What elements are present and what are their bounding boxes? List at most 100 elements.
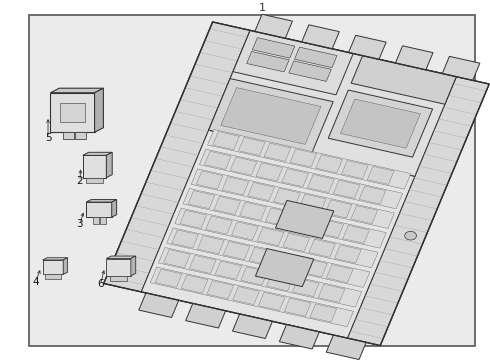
Polygon shape <box>214 196 241 215</box>
Text: 2: 2 <box>76 176 83 186</box>
Polygon shape <box>213 132 239 150</box>
Polygon shape <box>351 206 378 224</box>
Polygon shape <box>43 260 63 274</box>
Polygon shape <box>188 190 215 209</box>
Polygon shape <box>335 245 361 263</box>
Polygon shape <box>158 247 362 307</box>
Polygon shape <box>223 242 250 260</box>
Polygon shape <box>246 51 289 72</box>
Polygon shape <box>257 228 284 246</box>
Polygon shape <box>183 189 386 248</box>
Polygon shape <box>326 265 353 283</box>
Polygon shape <box>299 194 326 212</box>
Polygon shape <box>199 149 403 209</box>
Polygon shape <box>155 269 182 287</box>
Text: 1: 1 <box>259 3 266 13</box>
Polygon shape <box>139 293 179 318</box>
Polygon shape <box>395 46 433 70</box>
Polygon shape <box>94 217 99 224</box>
Polygon shape <box>342 161 368 179</box>
Polygon shape <box>86 177 103 183</box>
Polygon shape <box>63 132 74 139</box>
Polygon shape <box>348 35 386 59</box>
Polygon shape <box>266 208 292 226</box>
Polygon shape <box>273 188 300 206</box>
Polygon shape <box>328 90 433 157</box>
Polygon shape <box>255 14 293 38</box>
Polygon shape <box>233 31 353 95</box>
Polygon shape <box>347 77 489 346</box>
Polygon shape <box>43 258 68 260</box>
Polygon shape <box>100 217 106 224</box>
Polygon shape <box>300 259 327 277</box>
Polygon shape <box>191 169 394 229</box>
Polygon shape <box>131 256 136 276</box>
Polygon shape <box>293 278 319 297</box>
Polygon shape <box>209 31 456 176</box>
Polygon shape <box>222 177 249 195</box>
Polygon shape <box>221 87 321 144</box>
Polygon shape <box>275 201 334 238</box>
Polygon shape <box>343 225 369 243</box>
Polygon shape <box>317 220 343 238</box>
Polygon shape <box>106 256 136 258</box>
Polygon shape <box>248 183 274 201</box>
Polygon shape <box>83 152 112 155</box>
Polygon shape <box>291 214 318 232</box>
Polygon shape <box>341 99 420 148</box>
Polygon shape <box>302 25 339 49</box>
Polygon shape <box>232 314 272 338</box>
Polygon shape <box>50 88 103 93</box>
FancyBboxPatch shape <box>29 15 475 346</box>
Polygon shape <box>231 222 258 240</box>
Polygon shape <box>215 261 242 279</box>
Polygon shape <box>264 143 291 161</box>
Polygon shape <box>106 152 112 177</box>
Polygon shape <box>167 228 370 287</box>
Polygon shape <box>256 163 283 181</box>
Polygon shape <box>83 155 106 177</box>
Polygon shape <box>316 155 343 173</box>
Polygon shape <box>294 47 337 68</box>
Polygon shape <box>359 186 386 204</box>
Polygon shape <box>282 168 309 187</box>
Polygon shape <box>197 236 224 254</box>
Polygon shape <box>104 22 489 346</box>
Polygon shape <box>196 171 223 189</box>
Polygon shape <box>208 130 411 189</box>
Text: 6: 6 <box>97 279 104 289</box>
Polygon shape <box>110 276 127 280</box>
Polygon shape <box>258 292 285 310</box>
Polygon shape <box>249 247 276 265</box>
Polygon shape <box>86 199 117 202</box>
Polygon shape <box>240 202 267 220</box>
Polygon shape <box>442 57 480 80</box>
Polygon shape <box>172 230 198 248</box>
Polygon shape <box>333 180 360 198</box>
Polygon shape <box>104 22 250 292</box>
Polygon shape <box>180 210 207 228</box>
Polygon shape <box>204 151 231 170</box>
Polygon shape <box>63 258 68 274</box>
Polygon shape <box>279 324 319 349</box>
Polygon shape <box>267 273 294 291</box>
Polygon shape <box>175 208 378 268</box>
Polygon shape <box>289 61 331 81</box>
Polygon shape <box>351 56 456 104</box>
Text: 3: 3 <box>76 219 83 229</box>
Polygon shape <box>326 335 366 360</box>
Polygon shape <box>150 267 353 327</box>
Polygon shape <box>241 267 268 285</box>
Polygon shape <box>164 249 190 268</box>
Polygon shape <box>74 132 86 139</box>
Polygon shape <box>186 303 225 328</box>
Polygon shape <box>290 149 317 167</box>
Polygon shape <box>95 88 103 132</box>
Polygon shape <box>45 274 61 279</box>
Circle shape <box>405 231 416 240</box>
Polygon shape <box>112 199 117 217</box>
Polygon shape <box>230 157 257 175</box>
Polygon shape <box>284 298 311 316</box>
Polygon shape <box>207 281 234 299</box>
Polygon shape <box>209 78 333 153</box>
